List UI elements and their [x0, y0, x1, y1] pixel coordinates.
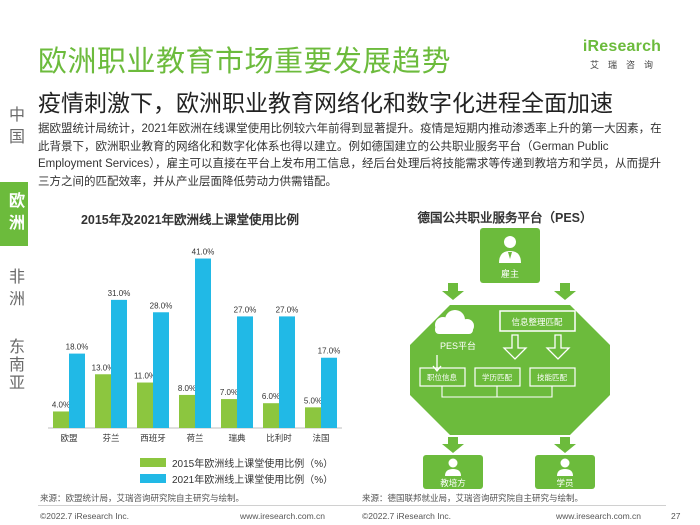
- cloud-icon: [435, 310, 474, 334]
- page-number: 27: [671, 511, 681, 521]
- logo-sub-text: 艾瑞咨询: [589, 60, 662, 70]
- footer-copyright-right: ©2022.7 iResearch Inc.: [362, 511, 451, 521]
- pes-platform-octagon: [410, 305, 610, 435]
- info-match-node: 信息整理匹配: [499, 310, 576, 332]
- job-info-label: 职位信息: [427, 372, 457, 382]
- logo-main-text: iResearch: [582, 38, 662, 55]
- data-label: 5.0%: [304, 396, 322, 405]
- arrow-icon: [442, 283, 576, 300]
- category-tick-label: 芬兰: [102, 433, 119, 443]
- legend-label-2021: 2021年欧洲线上课堂使用比例（%）: [172, 474, 334, 486]
- arrow-icon: [442, 437, 576, 453]
- nav-item-label: 欧洲: [6, 192, 23, 236]
- chart-legend: 2015年欧洲线上课堂使用比例（%） 2021年欧洲线上课堂使用比例（%）: [140, 454, 333, 486]
- data-label: 27.0%: [234, 305, 257, 314]
- category-tick-label: 瑞典: [228, 433, 246, 443]
- nav-item-label: 非洲: [6, 268, 23, 312]
- bar-2021-0: [69, 353, 85, 428]
- nav-item-southeast-asia[interactable]: 东南亚: [0, 334, 28, 396]
- category-tick-label: 西班牙: [140, 433, 166, 443]
- legend-swatch-2021: [140, 473, 166, 483]
- region-side-nav: 中国 欧洲 非洲 东南亚: [0, 100, 28, 396]
- skill-match-label: 技能匹配: [537, 372, 567, 382]
- school-match-label: 学历匹配: [482, 372, 512, 382]
- bar-2021-4: [237, 316, 253, 428]
- bar-2015-2: [137, 382, 153, 428]
- data-label: 8.0%: [178, 384, 196, 393]
- footer-copyright-left: ©2022.7 iResearch Inc.: [40, 511, 129, 521]
- data-label: 27.0%: [276, 305, 299, 314]
- legend-item-2021: 2021年欧洲线上课堂使用比例（%）: [140, 470, 333, 486]
- data-label: 18.0%: [66, 343, 89, 352]
- trainer-node: 教培方: [423, 455, 483, 489]
- diagram-title: 德国公共职业服务平台（PES）: [417, 211, 593, 225]
- pes-platform-label: PES平台: [440, 340, 476, 351]
- bar-2015-4: [221, 399, 237, 428]
- legend-item-2015: 2015年欧洲线上课堂使用比例（%）: [140, 454, 333, 470]
- legend-label-2015: 2015年欧洲线上课堂使用比例（%）: [172, 458, 334, 470]
- bar-2021-1: [111, 299, 127, 428]
- bar-chart: 4.0% 18.0% 欧盟 13.0% 31.0% 芬兰 11.0% 28.0% 西班牙 8.0%…: [48, 248, 342, 443]
- pes-diagram: 雇主 PES平台 信息整理匹配 职位信息 学历匹配 技能匹配: [410, 228, 610, 489]
- student-label: 学员: [556, 478, 573, 488]
- footer-url-left[interactable]: www.iresearch.com.cn: [240, 511, 326, 521]
- bar-2021-6: [321, 357, 337, 428]
- bar-2021-3: [195, 258, 211, 428]
- data-label: 11.0%: [134, 372, 156, 381]
- category-tick-label: 荷兰: [186, 433, 203, 443]
- nav-item-europe[interactable]: 欧洲: [0, 182, 28, 246]
- student-node: 学员: [535, 455, 595, 489]
- nav-item-label: 东南亚: [6, 338, 23, 392]
- trainer-label: 教培方: [440, 478, 466, 488]
- iresearch-logo: iResearch 艾瑞咨询: [572, 38, 672, 71]
- bar-2021-5: [279, 316, 295, 428]
- data-label: 6.0%: [262, 392, 280, 401]
- chart-source: 来源：欧盟统计局，艾瑞咨询研究院自主研究与绘制。: [40, 493, 245, 503]
- diagram-source: 来源：德国联邦就业局，艾瑞咨询研究院自主研究与绘制。: [362, 493, 584, 503]
- bar-2015-5: [263, 403, 279, 428]
- page-subtitle: 疫情刺激下，欧洲职业教育网络化和数字化进程全面加速: [38, 90, 613, 116]
- bar-2021-2: [153, 312, 169, 428]
- data-label: 7.0%: [220, 388, 238, 397]
- data-label: 31.0%: [108, 289, 131, 298]
- nav-item-africa[interactable]: 非洲: [0, 264, 28, 316]
- intro-paragraph: 据欧盟统计局统计，2021年欧洲在线课堂使用比例较六年前得到显著提升。疫情是短期…: [38, 123, 662, 188]
- employer-label: 雇主: [501, 268, 519, 279]
- category-tick-label: 比利时: [266, 433, 292, 443]
- data-label: 17.0%: [318, 347, 341, 356]
- person-icon: [557, 458, 573, 476]
- page-title: 欧洲职业教育市场重要发展趋势: [38, 46, 452, 78]
- category-tick-label: 欧盟: [60, 433, 78, 443]
- nav-item-label: 中国: [6, 106, 23, 150]
- data-label: 13.0%: [92, 363, 115, 372]
- bar-2015-6: [305, 407, 321, 428]
- data-label: 28.0%: [150, 301, 173, 310]
- data-label: 41.0%: [192, 248, 215, 257]
- footer-url-right[interactable]: www.iresearch.com.cn: [556, 511, 642, 521]
- bar-2015-3: [179, 394, 195, 428]
- data-label: 4.0%: [52, 400, 70, 409]
- category-tick-label: 法国: [312, 433, 329, 443]
- legend-swatch-2015: [140, 457, 166, 467]
- info-match-label: 信息整理匹配: [511, 317, 563, 327]
- footer-divider: [38, 505, 666, 506]
- person-icon: [499, 236, 521, 263]
- person-icon: [445, 458, 461, 476]
- nav-item-china[interactable]: 中国: [0, 100, 28, 154]
- bar-2015-1: [95, 374, 111, 428]
- bar-2015-0: [53, 411, 69, 428]
- employer-node: 雇主: [480, 228, 540, 283]
- connector-lines: [441, 386, 553, 398]
- chart-title: 2015年及2021年欧洲线上课堂使用比例: [80, 213, 300, 227]
